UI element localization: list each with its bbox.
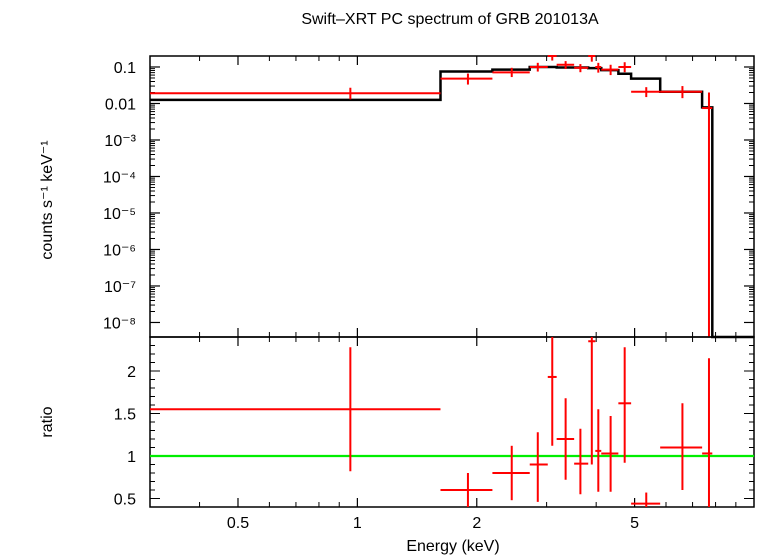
spectrum-data-point [574,64,589,73]
spectrum-data-point [547,55,557,61]
y-tick-label: 0.5 [114,492,136,509]
ratio-data-point [547,337,557,446]
ratio-data-point [631,492,661,507]
ratio-data-point [702,358,713,507]
ratio-data-point [492,445,530,501]
y-tick-label: 0.01 [105,96,136,113]
spectrum-data-point [702,92,713,337]
ratio-data-point [618,347,632,463]
x-tick-label: 1 [353,515,362,532]
y-tick-label: 1.5 [114,407,136,424]
ratio-data-point [556,398,575,480]
spectrum-data-point [631,87,661,98]
y-tick-label: 10⁻⁸ [103,315,136,332]
ratio-data-point [150,347,441,472]
model-step-line [150,65,754,339]
y-tick-label: 1 [127,449,136,466]
spectrum-data-point [529,62,548,72]
spectrum-data-point [440,73,493,85]
ratio-data-point [440,473,493,507]
ratio-y-axis-label: ratio [39,406,56,437]
spectrum-data-point [660,86,703,99]
y-tick-label: 10⁻⁷ [104,279,136,296]
spectrum-data-point [150,87,441,100]
ratio-data-point [595,409,602,492]
y-tick-label: 10⁻⁴ [103,169,136,186]
x-tick-label: 5 [630,515,639,532]
ratio-data-point [601,416,619,492]
spectrum-frame [149,55,755,338]
ratio-data-point [574,428,589,495]
y-tick-label: 2 [127,364,136,381]
y-tick-label: 10⁻⁶ [103,242,136,259]
y-tick-label: 10⁻³ [104,133,136,150]
ratio-data-point [588,337,596,465]
y-tick-label: 0.1 [114,60,136,77]
spectrum-data-point [618,62,632,73]
x-axis-label: Energy (keV) [406,538,499,555]
spectrum-y-axis-label: counts s⁻¹ keV⁻¹ [39,140,56,259]
chart-title: Swift–XRT PC spectrum of GRB 201013A [301,11,599,28]
x-tick-label: 0.5 [227,515,249,532]
y-tick-label: 10⁻⁵ [103,206,136,223]
ratio-frame [149,336,755,508]
spectrum-data-point [492,67,530,78]
spectrum-data-point [588,55,596,62]
spectrum-data-point [601,64,619,76]
spectrum-data-point [595,62,602,73]
spectrum-data-point [556,61,575,70]
ratio-data-point [529,432,548,502]
x-tick-label: 2 [472,515,481,532]
ratio-panel: 0.5 1 2 5 0.5 1 1.5 2 [114,336,755,532]
ratio-data-point [660,403,703,490]
spectrum-panel: 0.1 0.01 10⁻³ 10⁻⁴ 10⁻⁵ 10⁻⁶ 10⁻⁷ 10⁻⁸ [103,55,755,339]
